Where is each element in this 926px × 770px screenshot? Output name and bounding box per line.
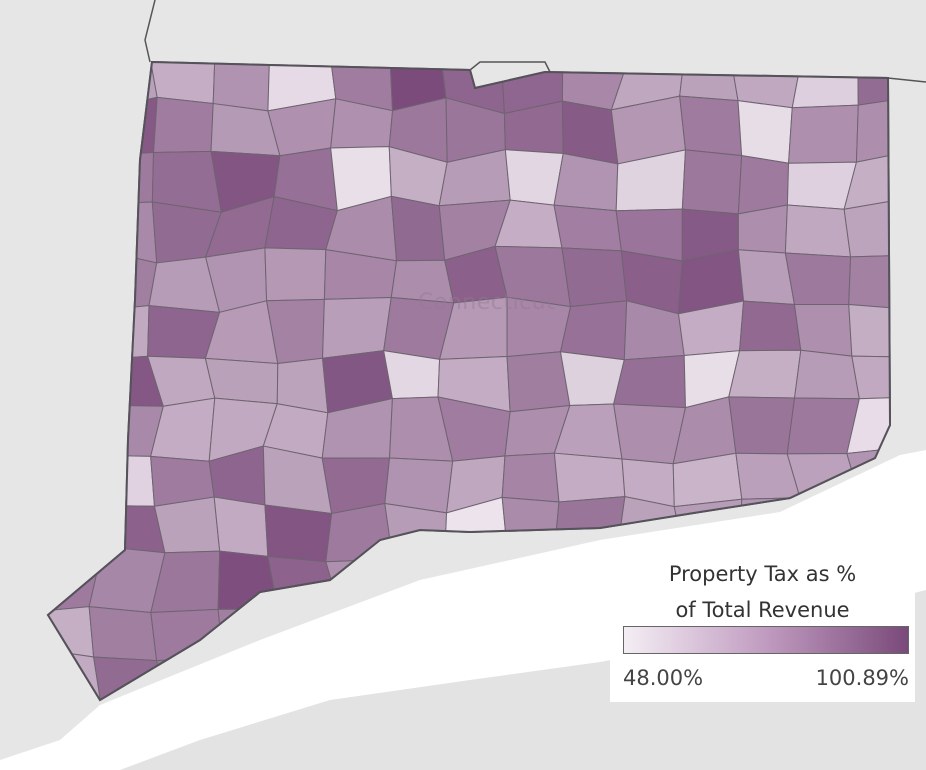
town-region[interactable] bbox=[553, 152, 619, 212]
town-region[interactable] bbox=[737, 204, 788, 254]
town-region[interactable] bbox=[506, 351, 571, 413]
state-outline bbox=[46, 60, 892, 702]
town-region[interactable] bbox=[153, 96, 214, 154]
town-region[interactable] bbox=[737, 100, 793, 164]
town-region[interactable] bbox=[88, 606, 158, 662]
town-region[interactable] bbox=[851, 355, 916, 400]
town-region[interactable] bbox=[153, 496, 221, 554]
town-region[interactable] bbox=[843, 198, 907, 258]
town-region[interactable] bbox=[793, 304, 853, 357]
legend-title-line1: Property Tax as % bbox=[668, 562, 857, 586]
neighbor-state-border bbox=[144, 0, 926, 83]
town-region[interactable] bbox=[204, 357, 279, 405]
town-region[interactable] bbox=[728, 349, 802, 399]
town-region[interactable] bbox=[383, 350, 441, 400]
town-region[interactable] bbox=[559, 300, 628, 361]
town-region[interactable] bbox=[264, 247, 327, 302]
town-region[interactable] bbox=[788, 104, 859, 164]
legend-gradient-bar bbox=[623, 626, 909, 654]
town-region[interactable] bbox=[553, 452, 626, 503]
town-region[interactable] bbox=[681, 149, 743, 215]
town-region[interactable] bbox=[322, 297, 392, 359]
town-region[interactable] bbox=[846, 396, 913, 455]
town-region[interactable] bbox=[264, 504, 333, 563]
legend-max-label: 100.89% bbox=[815, 666, 909, 690]
town-region[interactable] bbox=[213, 496, 269, 557]
town-region[interactable] bbox=[504, 149, 564, 206]
town-region[interactable] bbox=[679, 95, 743, 157]
town-region[interactable] bbox=[784, 204, 852, 258]
town-region[interactable] bbox=[613, 355, 686, 409]
town-region[interactable] bbox=[793, 349, 860, 400]
town-region[interactable] bbox=[553, 204, 622, 252]
long-island bbox=[120, 590, 926, 770]
town-region[interactable] bbox=[737, 155, 790, 215]
color-legend: Property Tax as % of Total Revenue 48.00… bbox=[610, 552, 915, 702]
town-region[interactable] bbox=[739, 300, 802, 352]
legend-min-label: 48.00% bbox=[623, 666, 704, 690]
town-region[interactable] bbox=[843, 150, 913, 210]
town-region[interactable] bbox=[561, 247, 628, 308]
legend-title: Property Tax as % of Total Revenue bbox=[610, 556, 915, 628]
legend-title-line2: of Total Revenue bbox=[675, 598, 850, 622]
town-region[interactable] bbox=[390, 259, 455, 304]
town-region[interactable] bbox=[784, 252, 852, 306]
town-region[interactable] bbox=[848, 304, 916, 358]
town-region[interactable] bbox=[855, 97, 913, 163]
town-region[interactable] bbox=[390, 195, 446, 262]
town-region[interactable] bbox=[501, 452, 560, 503]
town-region[interactable] bbox=[728, 396, 796, 455]
